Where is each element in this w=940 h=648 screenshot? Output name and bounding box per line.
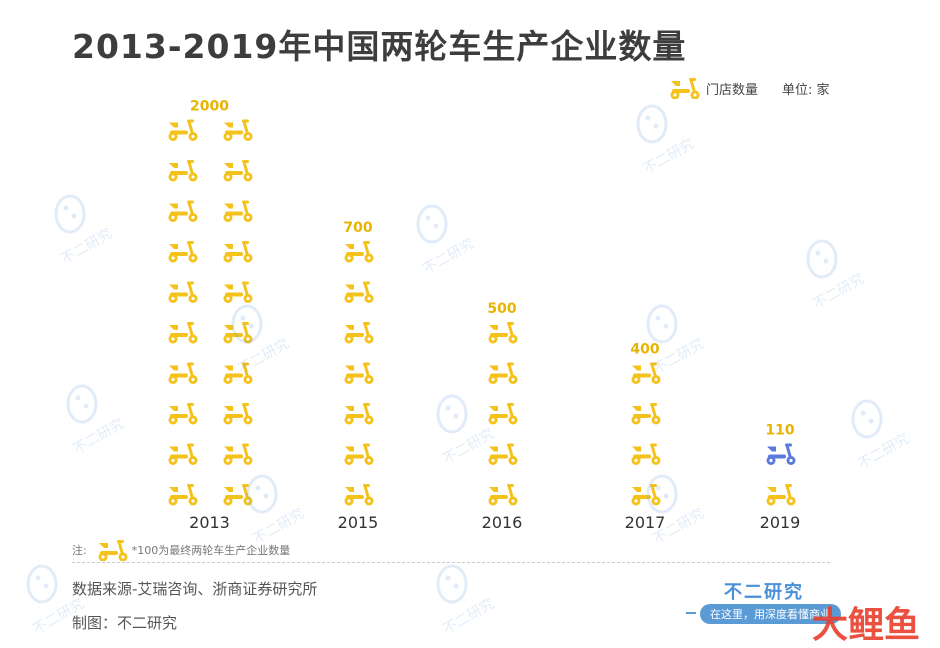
scooter-icon (488, 362, 518, 384)
svg-text:不二研究: 不二研究 (440, 596, 496, 632)
note-text: *100为最终两轮车生产企业数量 (131, 544, 291, 557)
value-label: 500 (487, 301, 516, 317)
scooter-icon (168, 119, 198, 141)
category-label: 2017 (625, 513, 666, 532)
footnote: 注: *100为最终两轮车生产企业数量 (72, 539, 290, 561)
scooter-icon (168, 200, 198, 222)
scooter-icon (631, 443, 661, 465)
value-label: 110 (765, 423, 794, 439)
watermark-logo-icon: 不二研究 (436, 564, 497, 632)
divider (72, 562, 830, 563)
scooter-icon (223, 362, 253, 384)
scooter-icon (631, 484, 661, 506)
unit-label: 单位: 家 (782, 82, 830, 98)
maker-text: 制图：不二研究 (72, 614, 178, 632)
scooter-icon (670, 78, 700, 99)
scooter-icon (488, 403, 518, 425)
scooter-icon (168, 241, 198, 263)
scooter-icon (344, 443, 374, 465)
scooter-icon (168, 484, 198, 506)
pictogram-chart: 2000 2013 700 2015 500 2016 400 2017 110 2019 (168, 99, 801, 532)
scooter-icon (488, 484, 518, 506)
scooter-icon (631, 362, 661, 384)
scooter-icon (223, 322, 253, 344)
category-label: 2016 (482, 513, 523, 532)
brand-logo: 不二研究 (724, 582, 804, 603)
corner-logo: 大鲤鱼 (812, 604, 921, 646)
scooter-icon (168, 281, 198, 303)
category-label: 2019 (760, 513, 801, 532)
scooter-icon (344, 281, 374, 303)
scooter-icon (488, 443, 518, 465)
scooter-icon (223, 160, 253, 182)
legend: 门店数量 单位: 家 (668, 77, 830, 99)
scooter-icon (223, 241, 253, 263)
scooter-icon (168, 403, 198, 425)
scooter-icon (488, 322, 518, 344)
scooter-icon (223, 119, 253, 141)
scooter-icon (344, 362, 374, 384)
scooter-icon (168, 443, 198, 465)
scooter-icon (344, 484, 374, 506)
legend-scooter-icon (670, 78, 700, 99)
scooter-icon (168, 160, 198, 182)
slogan-line (686, 612, 696, 614)
scooter-icon (631, 403, 661, 425)
note-prefix: 注: (72, 544, 87, 557)
scooter-icon (223, 403, 253, 425)
value-label: 400 (630, 342, 659, 358)
category-label: 2013 (189, 513, 230, 532)
value-label: 700 (343, 220, 372, 236)
scooter-icon (344, 403, 374, 425)
scooter-icon (168, 362, 198, 384)
brand-slogan: 在这里，用深度看懂商业 (700, 604, 841, 624)
highlighted-scooter-icon (766, 443, 796, 465)
chart-title: 2013-2019年中国两轮车生产企业数量 (72, 27, 687, 66)
scooter-icon (223, 200, 253, 222)
scooter-icon (344, 241, 374, 263)
scooter-icon (223, 484, 253, 506)
scooter-icon (223, 443, 253, 465)
source-text: 数据来源-艾瑞咨询、浙商证券研究所 (72, 580, 318, 598)
scooter-icon (344, 322, 374, 344)
note-scooter-icon (98, 540, 128, 561)
scooter-icon (223, 281, 253, 303)
scooter-icon (98, 540, 128, 561)
scooter-icon (168, 322, 198, 344)
category-label: 2015 (338, 513, 379, 532)
legend-label: 门店数量 (706, 82, 759, 98)
scooter-icon (766, 484, 796, 506)
value-label: 2000 (190, 99, 229, 115)
